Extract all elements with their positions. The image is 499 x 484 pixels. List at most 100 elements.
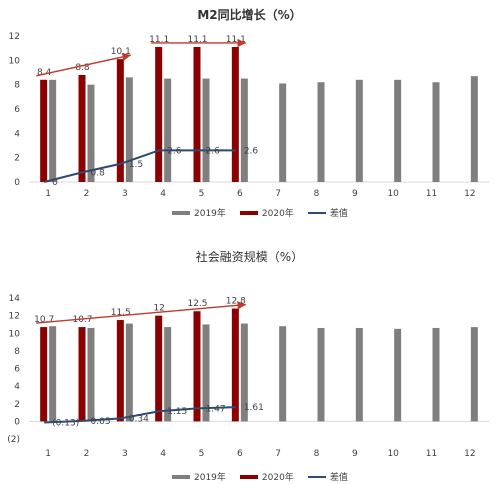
x-tick-label: 1 <box>45 449 51 459</box>
y-tick-label: 2 <box>14 400 20 410</box>
x-tick-label: 12 <box>464 189 475 199</box>
x-tick-label: 11 <box>426 449 437 459</box>
bar-2020 <box>116 59 124 182</box>
x-tick-label: 8 <box>314 189 320 199</box>
data-label-diff: 1.5 <box>129 160 143 170</box>
data-label-2020: 11.5 <box>111 308 131 318</box>
legend-label: 2020年 <box>261 473 294 483</box>
bar-2019 <box>240 323 248 422</box>
bar-2019 <box>432 82 440 182</box>
data-label-diff: 1.15 <box>167 407 187 417</box>
data-label-diff: 2.6 <box>244 146 259 156</box>
data-label-2020: 8.4 <box>37 68 52 78</box>
legend-label: 差值 <box>329 473 348 483</box>
x-tick-label: 9 <box>352 189 358 199</box>
bar-2019 <box>49 326 57 422</box>
bar-2019 <box>355 327 363 422</box>
y-tick-label: 10 <box>9 56 21 66</box>
data-label-2020: 11.1 <box>226 35 246 45</box>
data-label-diff: 2.6 <box>167 146 182 156</box>
bar-2019 <box>164 78 172 182</box>
x-tick-label: 12 <box>464 449 475 459</box>
data-label-2020: 10.1 <box>111 47 131 57</box>
legend-item-2020: 2020年 <box>239 470 294 483</box>
trend-arrow <box>36 52 131 77</box>
bar-2020 <box>78 327 86 422</box>
data-label-diff: 0.05 <box>91 417 111 427</box>
y-tick-label: 6 <box>14 105 20 115</box>
x-tick-label: 7 <box>275 449 281 459</box>
legend-swatch <box>239 210 258 215</box>
x-tick-label: 6 <box>237 449 243 459</box>
bar-2020 <box>193 311 201 422</box>
x-tick-label: 2 <box>84 189 90 199</box>
bar-2020 <box>193 46 201 183</box>
bar-2020 <box>155 46 163 183</box>
diff-line <box>43 149 236 183</box>
legend-swatch <box>239 474 258 479</box>
bar-2019 <box>202 324 210 422</box>
data-label-2020: 12.8 <box>226 297 246 307</box>
bar-2019 <box>125 323 133 422</box>
diff-line <box>44 406 236 424</box>
legend-item-diff: 差值 <box>307 470 348 483</box>
x-tick-label: 2 <box>84 449 90 459</box>
y-tick-label: 2 <box>14 154 20 164</box>
bar-2019 <box>317 82 325 182</box>
y-tick-label: 10 <box>9 329 21 339</box>
data-label-2020: 8.8 <box>75 63 90 73</box>
legend-swatch <box>172 474 190 479</box>
data-label-diff: 1.61 <box>244 403 264 413</box>
data-label-diff: 1.47 <box>206 404 226 414</box>
bar-2019 <box>125 77 133 182</box>
x-tick-label: 5 <box>199 189 205 199</box>
x-tick-label: 3 <box>122 449 128 459</box>
bar-2019 <box>432 327 440 422</box>
y-tick-label: 6 <box>14 365 20 375</box>
data-label-2020: 12.5 <box>187 299 207 309</box>
x-tick-label: 7 <box>275 189 281 199</box>
x-tick-label: 5 <box>199 449 205 459</box>
x-tick-label: 3 <box>122 189 128 199</box>
data-label-diff: 0 <box>52 178 58 188</box>
bar-2019 <box>394 79 402 182</box>
data-label-2020: 11.1 <box>149 35 169 45</box>
x-tick-label: 10 <box>387 449 399 459</box>
bar-2019 <box>279 326 287 422</box>
bar-2019 <box>87 84 95 182</box>
bar-2019 <box>279 83 287 182</box>
trend-arrow <box>36 301 246 324</box>
bar-2019 <box>355 79 363 182</box>
y-tick-label: 12 <box>9 32 20 42</box>
bar-2019 <box>470 327 478 422</box>
x-tick-label: 11 <box>426 189 437 199</box>
x-tick-label: 4 <box>160 189 166 199</box>
legend-item-2019: 2019年 <box>172 206 226 219</box>
data-label-2020: 10.7 <box>72 315 92 325</box>
legend-swatch <box>307 475 326 478</box>
legend-item-2020: 2020年 <box>239 206 294 219</box>
y-tick-label: 0 <box>14 178 20 188</box>
bar-2020 <box>116 320 124 422</box>
social-financing-chart: 社会融资规模（%） (2) 0 2 4 6 8 10 12 14 1 2 3 4 5 6 7 8 9 10 11 12 1… <box>0 242 499 484</box>
legend-item-diff: 差值 <box>307 206 348 219</box>
bar-2019 <box>240 78 248 182</box>
data-label-2020: 10.7 <box>34 315 54 325</box>
m2-growth-chart: M2同比增长（%） 0 2 4 6 8 10 12 1 2 3 4 5 6 7 8 9 10 11 12 8.4 8.8… <box>9 8 489 219</box>
chart-legend: 2019年 2020年 差值 <box>172 470 348 483</box>
y-tick-label: 8 <box>14 81 20 91</box>
chart-legend: 2019年 2020年 差值 <box>172 206 348 219</box>
x-tick-label: 1 <box>45 189 51 199</box>
legend-label: 2019年 <box>194 473 226 483</box>
data-label-diff: (0.13) <box>52 419 79 429</box>
data-label-2020: 11.1 <box>187 35 207 45</box>
legend-swatch <box>307 211 326 214</box>
legend-item-2019: 2019年 <box>172 470 226 483</box>
legend-label: 差值 <box>329 209 348 219</box>
bar-2019 <box>202 78 210 182</box>
legend-swatch <box>172 210 190 215</box>
bar-2019 <box>470 76 478 182</box>
data-label-diff: 0.8 <box>91 168 106 178</box>
